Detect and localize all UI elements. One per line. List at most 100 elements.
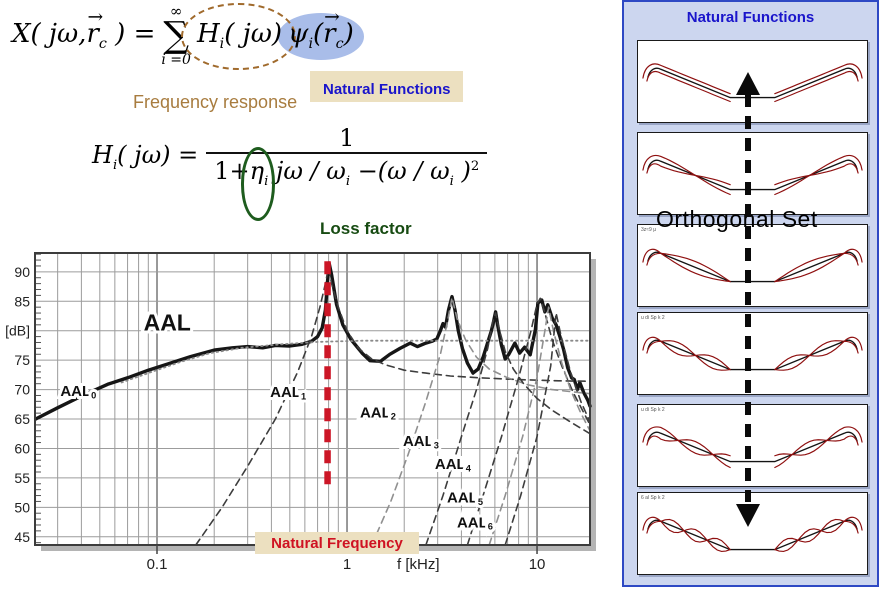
natural-function-term: ψi(→ rc) xyxy=(278,7,364,61)
mode-box-corner-label: u di Sp k 2 xyxy=(641,407,665,413)
natural-functions-text: Natural Functions xyxy=(323,81,451,98)
frequency-response-callout: Frequency response xyxy=(133,92,298,112)
mode-shape-box-5: u di Sp k 2 xyxy=(637,404,868,487)
frequency-response-term: Hi( jω) xyxy=(180,3,297,71)
curve-label-aal: AAL xyxy=(144,310,191,336)
y-tick-label: 45 xyxy=(14,529,30,545)
y-tick-label: [dB] xyxy=(5,323,30,339)
natural-functions-callout: Natural Functions xyxy=(310,71,463,102)
sum-lower-limit: i =0 xyxy=(161,52,191,69)
curve-label-1: AAL1 xyxy=(270,384,306,401)
series-aal2 xyxy=(371,296,591,546)
mode-shape-box-2 xyxy=(637,132,868,215)
mode-shape-box-3: 3z≈9 μ xyxy=(637,224,868,307)
mode-box-corner-label: 3z≈9 μ xyxy=(641,227,657,233)
series-envelope-dotted- xyxy=(120,339,591,384)
series-aal3 xyxy=(425,312,591,546)
mode-shape-drawing xyxy=(642,336,863,371)
mode-curve xyxy=(642,336,731,371)
denominator: 1+ ηi jω / ωi −(ω / ωi )2 xyxy=(206,147,488,221)
x-tick-label: 1 xyxy=(343,556,351,573)
curve-label-2: AAL2 xyxy=(360,404,396,421)
plot-background xyxy=(35,253,590,545)
natural-frequency-callout: Natural Frequency xyxy=(255,532,419,554)
modal-expansion-formula: X( jω, → rc ) = ∞ ∑ i =0 Hi( jω) ψi(→ rc) xyxy=(12,2,364,71)
formula1-lhs: X( jω, → rc ) = xyxy=(12,7,156,53)
orthogonal-set-label: Orthogonal Set xyxy=(656,206,818,232)
x-axis-label: f [kHz] xyxy=(397,556,440,573)
mode-shape-drawing xyxy=(642,248,863,283)
mode-curve xyxy=(647,159,858,191)
x-tick-label: 10 xyxy=(529,556,546,573)
fraction: 1 1+ ηi jω / ωi −(ω / ωi )2 xyxy=(206,124,488,221)
loss-factor-callout: Loss factor xyxy=(320,219,412,238)
mode-curve xyxy=(646,70,731,103)
y-tick-label: 60 xyxy=(14,440,30,456)
series-aal1 xyxy=(195,266,591,546)
y-tick-label: 90 xyxy=(14,264,30,280)
y-tick-label: 65 xyxy=(14,411,30,427)
series-aal4 xyxy=(466,297,591,546)
mode-curve xyxy=(774,340,859,371)
mode-shape-drawing xyxy=(642,516,863,553)
mode-curve xyxy=(774,520,859,553)
mode-box-corner-label: u di Sp k 2 xyxy=(641,315,665,321)
mode-curve xyxy=(774,63,863,95)
mode-curve xyxy=(642,248,731,283)
mode-curve xyxy=(647,519,858,551)
mode-shape-drawing xyxy=(642,63,863,103)
mode-shape-drawing xyxy=(642,426,863,469)
mode-shape-box-4: u di Sp k 2 xyxy=(637,312,868,395)
mode-curve xyxy=(646,163,731,186)
curve-label-5: AAL5 xyxy=(447,490,483,507)
series-aal-total- xyxy=(34,261,592,421)
curve-label-0: AAL0 xyxy=(60,383,96,400)
mode-curve xyxy=(646,520,731,553)
y-tick-label: 85 xyxy=(14,293,30,309)
mode-curve xyxy=(646,340,731,371)
mode-curve xyxy=(774,516,863,551)
formula2-lhs: Hi( jω) = xyxy=(92,140,199,173)
mode-shape-drawing xyxy=(642,154,863,196)
numerator: 1 xyxy=(339,124,355,152)
mode-curve xyxy=(774,154,863,196)
x-tick-label: 0.1 xyxy=(147,556,168,573)
natural-frequency-text: Natural Frequency xyxy=(271,534,403,552)
mode-box-corner-label: 6 al Sp k 2 xyxy=(641,495,665,501)
mode-curve xyxy=(774,252,859,283)
sigma: ∑ xyxy=(163,15,190,56)
mode-curve xyxy=(774,248,863,283)
mode-curve xyxy=(647,431,858,463)
r-vector: → rc xyxy=(323,7,344,53)
mode-curve xyxy=(642,516,731,551)
panel-title: Natural Functions xyxy=(686,9,815,26)
series-aal6 xyxy=(504,312,591,546)
mode-curve xyxy=(647,339,858,371)
mode-curve xyxy=(646,252,731,283)
loss-factor-term: ηi xyxy=(240,147,276,221)
frequency-response-formula: Hi( jω) = 1 1+ ηi jω / ωi −(ω / ωi )2 xyxy=(92,124,488,221)
mode-curve xyxy=(646,435,731,469)
y-tick-label: 75 xyxy=(14,352,30,368)
vector-arrow: → xyxy=(324,7,340,29)
mode-curve xyxy=(774,70,859,103)
mode-shape-box-1 xyxy=(637,40,868,123)
series-aal5 xyxy=(488,306,591,546)
y-tick-label: 50 xyxy=(14,499,30,515)
vector-arrow: → xyxy=(87,7,103,29)
mode-curve xyxy=(774,435,859,469)
y-tick-label: 55 xyxy=(14,470,30,486)
curve-label-6: AAL6 xyxy=(457,514,493,531)
y-tick-label: 70 xyxy=(14,382,30,398)
mode-curve xyxy=(774,163,859,186)
mode-curve xyxy=(774,426,863,457)
aal-frequency-response-chart: AAL AAL0 AAL1 AAL2 AAL3 AAL4 AAL5 AAL6 0.1 1 10 f [… xyxy=(0,250,612,587)
sum-upper-limit: ∞ xyxy=(169,2,183,20)
mode-curve xyxy=(647,67,858,99)
r-vector: → rc xyxy=(86,7,107,53)
mode-curve xyxy=(647,251,858,283)
curve-label-3: AAL3 xyxy=(403,433,439,450)
mode-curve xyxy=(642,426,731,457)
mode-curve xyxy=(642,154,731,196)
